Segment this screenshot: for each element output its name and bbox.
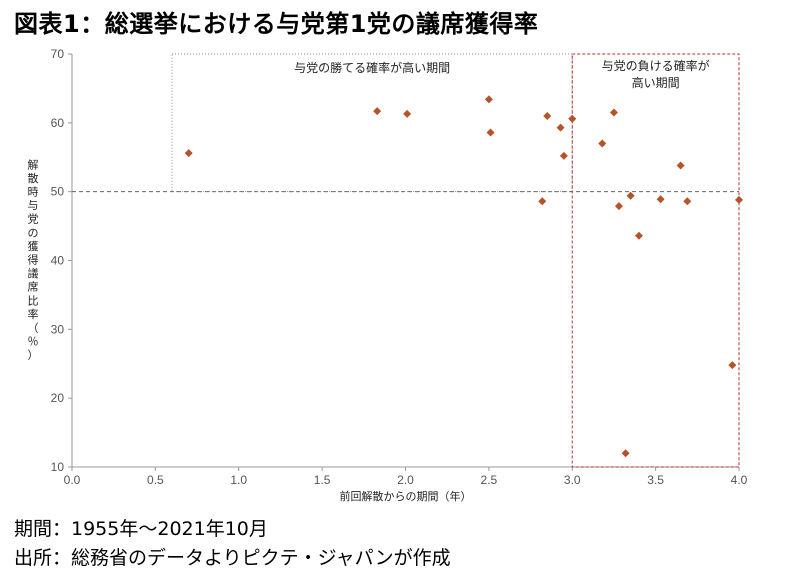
lose-period-label: 与党の負ける確率が bbox=[602, 58, 710, 73]
x-tick-label: 3.0 bbox=[564, 473, 581, 487]
data-point bbox=[373, 107, 382, 116]
data-point bbox=[676, 161, 685, 170]
axes: 10 20 30 40 50 60 70 0.0 0.5 1.0 1.5 2.0 2.5 3.0 3.5 4.… bbox=[51, 47, 748, 487]
data-point bbox=[735, 195, 743, 204]
data-point bbox=[614, 202, 623, 211]
y-tick-label: 20 bbox=[51, 391, 65, 405]
y-tick-label: 10 bbox=[51, 460, 65, 474]
data-point bbox=[656, 195, 665, 204]
axis-labels: 前回解散からの期間（年） 解散時与党の獲得議席比率（％） bbox=[28, 157, 472, 503]
y-tick-label: 60 bbox=[51, 116, 65, 130]
lose-period-label: 高い期間 bbox=[632, 75, 680, 90]
y-tick-label: 50 bbox=[51, 185, 65, 199]
data-point bbox=[538, 197, 547, 206]
x-tick-label: 1.5 bbox=[314, 473, 331, 487]
data-point bbox=[626, 191, 635, 200]
y-tick-label: 70 bbox=[51, 47, 65, 61]
y-axis-label: 解散時与党の獲得議席比率（％） bbox=[28, 157, 39, 361]
scatter-chart: 10 20 30 40 50 60 70 0.0 0.5 1.0 1.5 2.0 2.5 3.0 3.5 4.… bbox=[28, 47, 748, 503]
y-tick-label: 30 bbox=[51, 322, 65, 336]
chart-title: 図表1：総選挙における与党第1党の議席獲得率 bbox=[14, 10, 539, 38]
data-point bbox=[184, 149, 193, 158]
data-point bbox=[543, 111, 552, 120]
lose-period-box bbox=[571, 53, 740, 468]
x-tick-label: 1.0 bbox=[230, 473, 247, 487]
footer-source: 出所：総務省のデータよりピクテ・ジャパンが作成 bbox=[14, 547, 451, 569]
x-tick-label: 4.0 bbox=[731, 473, 748, 487]
data-point bbox=[568, 114, 577, 123]
x-tick-label: 0.0 bbox=[64, 473, 81, 487]
data-point bbox=[683, 197, 692, 206]
data-point bbox=[598, 139, 607, 148]
data-point bbox=[621, 449, 630, 458]
data-point bbox=[728, 361, 737, 370]
data-point bbox=[403, 109, 412, 118]
data-point bbox=[559, 151, 568, 160]
x-tick-label: 3.5 bbox=[647, 473, 664, 487]
x-tick-label: 2.5 bbox=[481, 473, 498, 487]
data-point bbox=[556, 123, 565, 132]
data-point bbox=[634, 231, 643, 240]
x-axis-label: 前回解散からの期間（年） bbox=[340, 489, 472, 503]
data-point bbox=[609, 108, 618, 117]
x-tick-label: 2.0 bbox=[397, 473, 414, 487]
win-period-label: 与党の勝てる確率が高い期間 bbox=[294, 60, 450, 75]
y-tick-label: 40 bbox=[51, 254, 65, 268]
footer-period: 期間：1955年～2021年10月 bbox=[14, 518, 268, 540]
x-tick-label: 0.5 bbox=[147, 473, 164, 487]
data-points bbox=[184, 95, 743, 458]
data-point bbox=[486, 128, 495, 137]
data-point bbox=[484, 95, 493, 104]
